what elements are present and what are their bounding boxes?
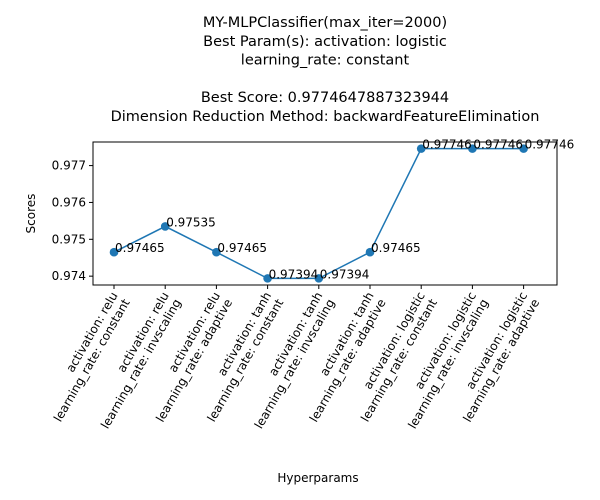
y-axis-label: Scores [24, 194, 38, 234]
x-axis-label: Hyperparams [277, 471, 358, 485]
series-line [113, 147, 524, 280]
data-label-5: 0.97465 [371, 241, 421, 255]
data-point-8 [519, 144, 528, 153]
series-markers [109, 144, 528, 283]
chart-title: MY-MLPClassifier(max_iter=2000) Best Para… [111, 15, 540, 125]
data-label-3: 0.97394 [269, 267, 319, 281]
data-point-2 [212, 247, 221, 257]
data-label-1: 0.97535 [166, 215, 216, 229]
data-point-7 [468, 144, 477, 153]
data-label-7: 0.97746 [473, 138, 523, 152]
y-tick-label-2: 0.976 [52, 195, 86, 209]
data-point-0 [109, 247, 119, 257]
title-line-2: learning_rate: constant [241, 53, 410, 69]
data-label-8: 0.97746 [525, 138, 575, 152]
title-line-4: Best Score: 0.9774647887323944 [201, 90, 449, 106]
plot-frame [92, 141, 558, 286]
y-axis: 0.974 0.975 0.976 0.977 [52, 159, 93, 283]
y-tick-label-0: 0.974 [52, 269, 86, 283]
data-point-6 [416, 144, 426, 153]
title-line-5: Dimension Reduction Method: backwardFeat… [111, 109, 540, 125]
data-point-1 [160, 222, 170, 231]
data-label-6: 0.97746 [422, 138, 472, 152]
y-tick-label-1: 0.975 [52, 232, 86, 246]
data-point-3 [263, 274, 272, 283]
data-label-4: 0.97394 [320, 267, 370, 281]
title-line-0: MY-MLPClassifier(max_iter=2000) [203, 15, 447, 31]
data-point-5 [365, 247, 375, 257]
x-axis: activation: relulearning_rate: constanta… [51, 285, 542, 431]
data-label-2: 0.97465 [217, 241, 267, 255]
data-label-0: 0.97465 [115, 241, 165, 255]
title-line-1: Best Param(s): activation: logistic [203, 34, 447, 50]
data-point-4 [314, 274, 324, 283]
y-tick-label-3: 0.977 [52, 159, 86, 173]
